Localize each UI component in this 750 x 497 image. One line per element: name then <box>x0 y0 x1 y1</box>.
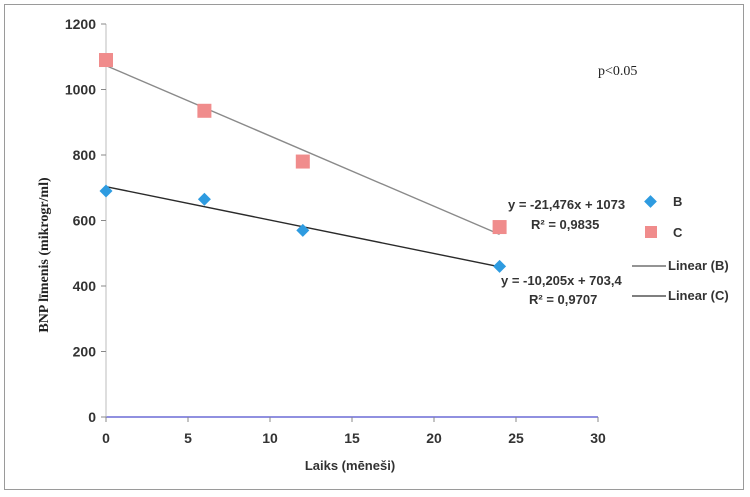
legend-label-linear-b: Linear (B) <box>668 258 729 273</box>
y-tick-label: 1000 <box>65 82 96 98</box>
y-axis-title: BNP līmenis (mikrogr/ml) <box>37 177 52 333</box>
y-tick-label: 800 <box>73 147 97 163</box>
chart-frame <box>4 4 744 490</box>
y-tick-label: 600 <box>73 213 97 229</box>
legend-label-linear-c: Linear (C) <box>668 288 729 303</box>
x-tick-label: 5 <box>184 430 192 446</box>
x-tick-label: 15 <box>344 430 360 446</box>
r2-linear-c: R² = 0,9835 <box>531 217 599 232</box>
y-tick-label: 400 <box>73 278 97 294</box>
p-value-annotation: p<0.05 <box>598 64 637 79</box>
legend-label-b: B <box>673 194 682 209</box>
y-tick-label: 0 <box>88 409 96 425</box>
chart-marks: 0 5 10 15 20 25 30 0 200 400 600 800 1000 1200 <box>65 16 606 446</box>
series-b-point <box>197 192 211 206</box>
series-b-point <box>493 259 507 273</box>
x-tick-label: 20 <box>426 430 442 446</box>
series-b-point <box>99 184 113 198</box>
y-tick-label: 1200 <box>65 16 96 32</box>
r2-linear-b: R² = 0,9707 <box>529 292 597 307</box>
x-tick-label: 10 <box>262 430 278 446</box>
y-tick-label: 200 <box>73 344 97 360</box>
trendline-linear-c <box>105 64 500 236</box>
equation-linear-c: y = -21,476x + 1073 <box>508 197 625 212</box>
legend-marker-c <box>645 226 657 238</box>
legend-marker-b <box>644 195 657 208</box>
series-c-point <box>99 53 113 68</box>
legend: B C Linear (B) Linear (C) <box>632 194 729 303</box>
x-tick-label: 30 <box>590 430 606 446</box>
x-tick-label: 25 <box>508 430 524 446</box>
series-c-point <box>295 154 310 169</box>
series-c-point <box>492 220 507 235</box>
series-c-point <box>197 103 212 118</box>
equation-linear-b: y = -10,205x + 703,4 <box>501 273 622 288</box>
x-tick-label: 0 <box>102 430 110 446</box>
legend-label-c: C <box>673 225 683 240</box>
series-b-point <box>296 223 310 237</box>
x-axis-title: Laiks (mēneši) <box>305 458 395 473</box>
